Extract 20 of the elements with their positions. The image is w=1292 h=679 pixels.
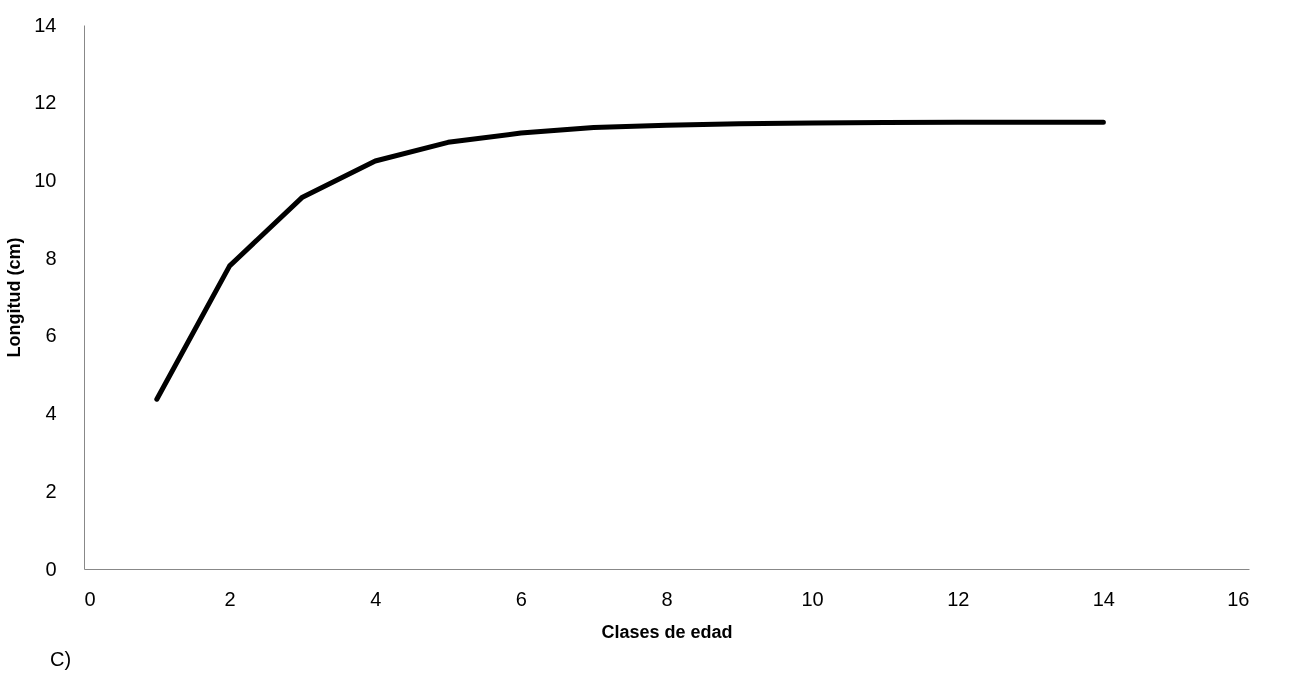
y-tick-label: 14 xyxy=(34,13,57,36)
y-tick-label: 10 xyxy=(34,168,57,191)
x-tick-label: 0 xyxy=(84,587,96,610)
x-tick-label: 8 xyxy=(661,587,673,610)
y-tick-label: 6 xyxy=(45,324,57,347)
x-tick-label: 14 xyxy=(1092,587,1115,610)
x-tick-label: 6 xyxy=(515,587,527,610)
y-tick-label: 2 xyxy=(45,479,57,502)
y-tick-label: 8 xyxy=(45,246,57,269)
x-tick-label: 4 xyxy=(370,587,382,610)
y-tick-label: 4 xyxy=(45,402,57,425)
y-tick-label: 12 xyxy=(34,91,57,114)
text: C) xyxy=(50,648,72,671)
x-tick-label: 2 xyxy=(224,587,236,610)
x-axis-title: Clases de edad xyxy=(601,621,733,642)
y-tick-label: 0 xyxy=(45,557,57,580)
x-tick-label: 12 xyxy=(947,587,970,610)
x-tick-label: 16 xyxy=(1227,587,1250,610)
x-tick-label: 10 xyxy=(801,587,824,610)
y-axis-title: Longitud (cm) xyxy=(4,237,25,358)
